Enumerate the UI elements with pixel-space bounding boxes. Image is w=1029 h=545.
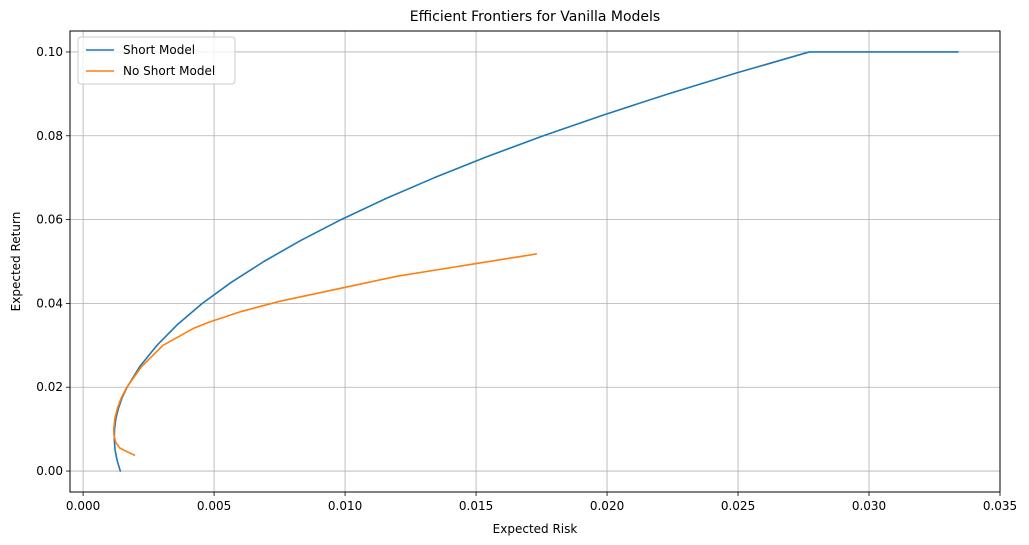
chart-title: Efficient Frontiers for Vanilla Models [410,9,660,25]
y-tick-label: 0.00 [36,464,63,478]
x-tick-label: 0.005 [197,499,231,513]
series-layer [112,51,959,472]
legend-box [77,36,236,85]
x-tick-label: 0.000 [66,499,100,513]
y-tick-label: 0.06 [36,213,63,227]
x-ticks: 0.000 0.005 0.010 0.015 0.020 0.025 0.030 0.035 [66,492,1017,513]
y-tick-label: 0.08 [36,129,63,143]
plot-frame [69,30,1001,493]
grid [70,31,1001,492]
y-ticks: 0.00 0.02 0.04 0.06 0.08 0.10 [36,45,70,478]
x-tick-label: 0.020 [590,499,624,513]
x-tick-label: 0.030 [852,499,886,513]
x-axis-title: Expected Risk [493,522,578,536]
x-tick-label: 0.010 [328,499,362,513]
y-tick-label: 0.04 [36,296,63,310]
series-line-0 [113,51,959,472]
x-tick-label: 0.015 [459,499,493,513]
y-tick-label: 0.02 [36,380,63,394]
legend-label-short-model: Short Model [123,43,195,57]
y-tick-label: 0.10 [36,45,63,59]
x-tick-label: 0.025 [721,499,755,513]
legend-label-no-short-model: No Short Model [123,64,215,78]
x-tick-label: 0.035 [983,499,1017,513]
series-line-1 [112,253,538,456]
legend: Short Model No Short Model [77,36,236,85]
y-axis-title: Expected Return [9,212,23,312]
